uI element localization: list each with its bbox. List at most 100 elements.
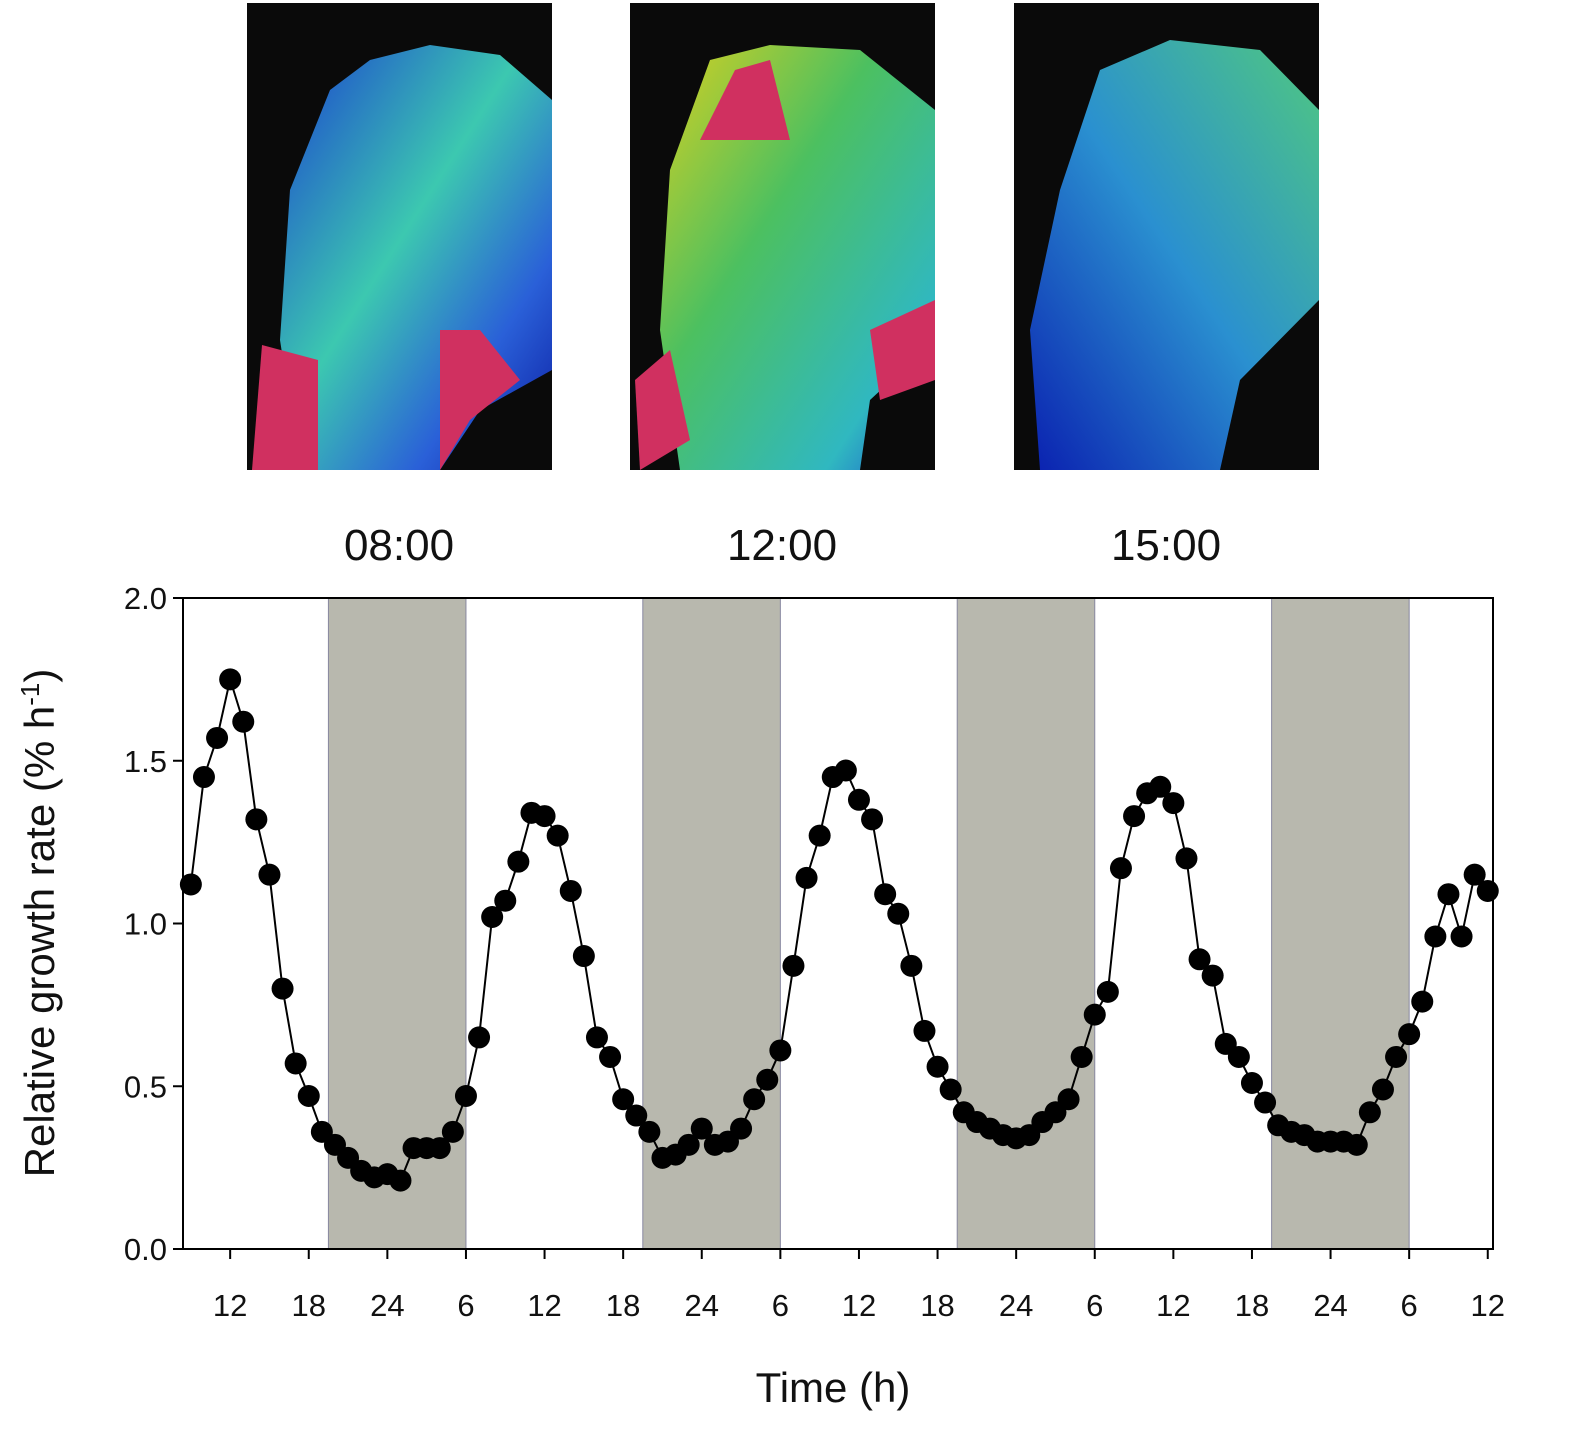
data-point — [1437, 883, 1460, 906]
y-axis-label: Relative growth rate (% h-1) — [15, 669, 63, 1178]
data-point — [585, 1026, 608, 1049]
data-point — [625, 1104, 648, 1127]
data-point — [847, 788, 870, 811]
x-tick-label: 12 — [527, 1288, 561, 1323]
data-point — [1162, 792, 1185, 815]
data-point — [1070, 1045, 1093, 1068]
data-point — [1371, 1078, 1394, 1101]
data-point — [1109, 857, 1132, 880]
data-point — [454, 1085, 477, 1108]
data-point — [743, 1088, 766, 1111]
data-point — [232, 710, 255, 733]
y-axis-label-part: -1 — [15, 683, 45, 706]
data-point — [245, 808, 268, 831]
y-tick-label: 1.5 — [124, 744, 167, 779]
data-point — [494, 889, 517, 912]
data-point — [1057, 1088, 1080, 1111]
data-point — [219, 668, 242, 691]
data-point — [441, 1120, 464, 1143]
data-point — [1411, 990, 1434, 1013]
data-point — [1149, 775, 1172, 798]
data-point — [1175, 847, 1198, 870]
x-tick-label: 12 — [1471, 1288, 1505, 1323]
y-tick-label: 2.0 — [124, 581, 167, 616]
x-tick-label: 24 — [1313, 1288, 1347, 1323]
data-point — [599, 1045, 622, 1068]
data-point — [258, 863, 281, 886]
data-point — [179, 873, 202, 896]
data-point — [1188, 948, 1211, 971]
data-point — [1358, 1101, 1381, 1124]
data-point — [271, 977, 294, 1000]
data-point — [192, 766, 215, 789]
data-point — [297, 1085, 320, 1108]
panel-label: 08:00 — [344, 521, 454, 570]
data-point — [1227, 1045, 1250, 1068]
data-point — [900, 954, 923, 977]
data-point — [612, 1088, 635, 1111]
x-tick-label: 12 — [842, 1288, 876, 1323]
data-point — [795, 866, 818, 889]
data-point — [1083, 1003, 1106, 1026]
x-tick-label: 18 — [1235, 1288, 1269, 1323]
data-point — [887, 902, 910, 925]
data-point — [572, 945, 595, 968]
y-tick-label: 1.0 — [124, 907, 167, 942]
x-axis-label: Time (h) — [756, 1364, 911, 1411]
data-point — [1398, 1023, 1421, 1046]
x-tick-label: 12 — [213, 1288, 247, 1323]
x-tick-label: 24 — [370, 1288, 404, 1323]
data-point — [1476, 879, 1499, 902]
data-point — [926, 1055, 949, 1078]
x-tick-label: 6 — [772, 1288, 789, 1323]
data-point — [861, 808, 884, 831]
data-point — [1254, 1091, 1277, 1114]
data-point — [507, 850, 530, 873]
data-point — [690, 1117, 713, 1140]
data-point — [1424, 925, 1447, 948]
x-tick-label: 24 — [685, 1288, 719, 1323]
data-point — [428, 1137, 451, 1160]
data-point — [638, 1120, 661, 1143]
x-tick-label: 24 — [999, 1288, 1033, 1323]
data-point — [730, 1117, 753, 1140]
data-point — [782, 954, 805, 977]
panel-label: 12:00 — [727, 521, 837, 570]
data-point — [1345, 1133, 1368, 1156]
data-point — [468, 1026, 491, 1049]
data-point — [533, 805, 556, 828]
data-point — [1450, 925, 1473, 948]
y-axis-label-part: Relative growth rate (% h — [16, 706, 63, 1178]
image-panel — [1014, 3, 1319, 470]
data-point — [756, 1068, 779, 1091]
x-tick-label: 6 — [1086, 1288, 1103, 1323]
data-point — [834, 759, 857, 782]
x-tick-label: 18 — [292, 1288, 326, 1323]
x-tick-label: 18 — [606, 1288, 640, 1323]
x-tick-label: 6 — [457, 1288, 474, 1323]
data-point — [808, 824, 831, 847]
image-panel — [247, 3, 552, 470]
data-point — [389, 1169, 412, 1192]
data-point — [1463, 863, 1486, 886]
x-tick-label: 18 — [920, 1288, 954, 1323]
y-tick-label: 0.5 — [124, 1069, 167, 1104]
y-tick-label: 0.0 — [124, 1232, 167, 1267]
image-panel — [630, 3, 935, 470]
x-tick-label: 6 — [1401, 1288, 1418, 1323]
data-point — [1240, 1071, 1263, 1094]
data-point — [1201, 964, 1224, 987]
data-point — [559, 879, 582, 902]
data-point — [1123, 805, 1146, 828]
data-point — [939, 1078, 962, 1101]
data-point — [284, 1052, 307, 1075]
x-tick-label: 12 — [1156, 1288, 1190, 1323]
y-axis-label-part: ) — [16, 669, 63, 683]
night-shade — [956, 597, 1096, 1250]
data-point — [677, 1133, 700, 1156]
data-point — [874, 883, 897, 906]
data-point — [769, 1039, 792, 1062]
panel-label: 15:00 — [1111, 521, 1221, 570]
